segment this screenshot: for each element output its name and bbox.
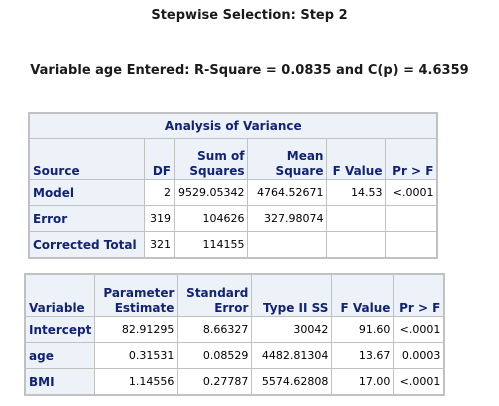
- cell-f-value: [327, 232, 386, 257]
- cell-pr-f: 0.0003: [394, 343, 444, 368]
- params-header-type-ii-ss: Type II SS: [252, 275, 332, 316]
- cell-pr-f: [386, 232, 437, 257]
- cell-sum-of-squares: 104626: [175, 206, 248, 231]
- cell-pr-f: <.0001: [394, 317, 444, 342]
- cell-type-ii-ss: 30042: [252, 317, 332, 342]
- cell-mean-square: [248, 232, 327, 257]
- anova-header-df: DF: [145, 139, 174, 179]
- params-header-variable: Variable: [26, 275, 95, 316]
- step-summary: Variable age Entered: R-Square = 0.0835 …: [30, 63, 469, 78]
- cell-df: 321: [145, 232, 174, 257]
- table-row: Corrected Total 321 114155: [30, 232, 437, 257]
- table-row: BMI 1.14556 0.27787 5574.62808 17.00 <.0…: [26, 369, 444, 394]
- anova-header-source: Source: [30, 139, 144, 179]
- row-header: Corrected Total: [30, 232, 144, 257]
- cell-f-value: 14.53: [327, 180, 386, 205]
- cell-parameter-estimate: 0.31531: [95, 343, 178, 368]
- cell-type-ii-ss: 4482.81304: [252, 343, 332, 368]
- row-header: age: [26, 343, 95, 368]
- cell-sum-of-squares: 114155: [175, 232, 248, 257]
- cell-pr-f: <.0001: [386, 180, 437, 205]
- params-header-pr-f: Pr > F: [394, 275, 444, 316]
- anova-table: Analysis of Variance Source DF Sum of Squ…: [28, 112, 439, 259]
- cell-pr-f: <.0001: [394, 369, 444, 394]
- cell-df: 319: [145, 206, 174, 231]
- anova-header-f-value: F Value: [327, 139, 386, 179]
- cell-df: 2: [145, 180, 174, 205]
- table-row: Model 2 9529.05342 4764.52671 14.53 <.00…: [30, 180, 437, 205]
- row-header: Error: [30, 206, 144, 231]
- cell-parameter-estimate: 82.91295: [95, 317, 178, 342]
- cell-mean-square: 327.98074: [248, 206, 327, 231]
- anova-header-pr-f: Pr > F: [386, 139, 437, 179]
- table-row: age 0.31531 0.08529 4482.81304 13.67 0.0…: [26, 343, 444, 368]
- cell-parameter-estimate: 1.14556: [95, 369, 178, 394]
- params-header-parameter-estimate: Parameter Estimate: [95, 275, 178, 316]
- table-row: Intercept 82.91295 8.66327 30042 91.60 <…: [26, 317, 444, 342]
- cell-standard-error: 8.66327: [178, 317, 252, 342]
- cell-f-value: 13.67: [332, 343, 394, 368]
- anova-header-mean-square: Mean Square: [248, 139, 327, 179]
- anova-header-sum-of-squares: Sum of Squares: [175, 139, 248, 179]
- cell-f-value: 17.00: [332, 369, 394, 394]
- parameter-estimates-table: Variable Parameter Estimate Standard Error…: [24, 273, 446, 396]
- cell-sum-of-squares: 9529.05342: [175, 180, 248, 205]
- cell-type-ii-ss: 5574.62808: [252, 369, 332, 394]
- row-header: BMI: [26, 369, 95, 394]
- cell-pr-f: [386, 206, 437, 231]
- anova-caption: Analysis of Variance: [30, 114, 437, 138]
- cell-f-value: [327, 206, 386, 231]
- page-title: Stepwise Selection: Step 2: [151, 8, 348, 23]
- table-row: Error 319 104626 327.98074: [30, 206, 437, 231]
- row-header: Model: [30, 180, 144, 205]
- cell-standard-error: 0.08529: [178, 343, 252, 368]
- cell-standard-error: 0.27787: [178, 369, 252, 394]
- params-header-standard-error: Standard Error: [178, 275, 252, 316]
- params-header-f-value: F Value: [332, 275, 394, 316]
- row-header: Intercept: [26, 317, 95, 342]
- cell-f-value: 91.60: [332, 317, 394, 342]
- cell-mean-square: 4764.52671: [248, 180, 327, 205]
